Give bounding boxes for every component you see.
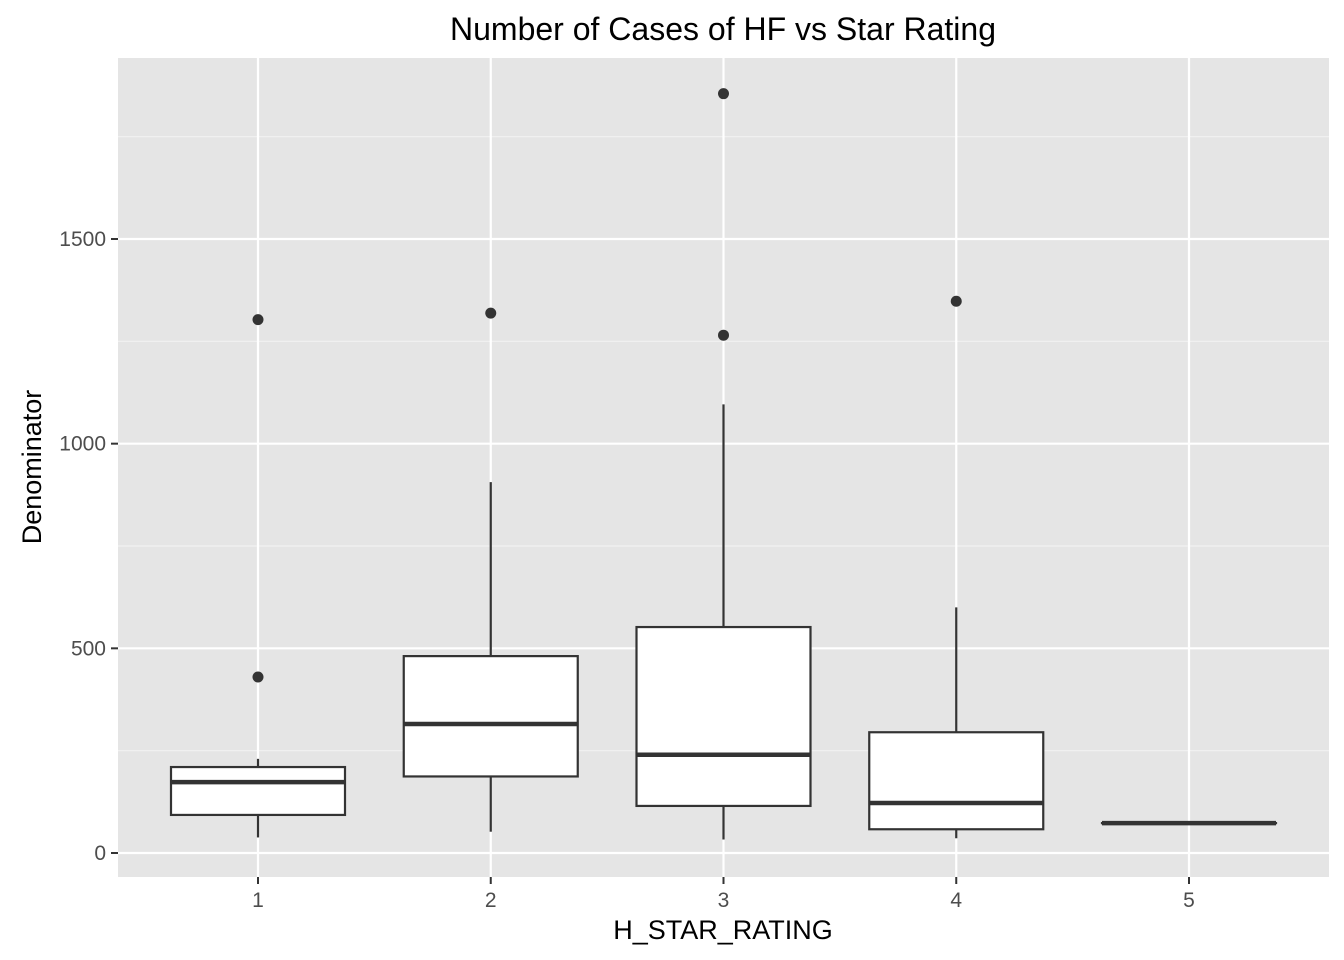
y-tick-label: 1000 <box>59 433 106 456</box>
y-tick-label: 500 <box>71 637 106 660</box>
x-tick-label: 3 <box>718 889 730 912</box>
x-tick-label: 5 <box>1183 889 1195 912</box>
x-tick-label: 1 <box>252 889 264 912</box>
outlier-point <box>252 314 264 326</box>
y-axis-title: Denominator <box>17 390 47 545</box>
box-iqr <box>169 765 347 817</box>
outlier-point <box>950 295 962 307</box>
chart-title: Number of Cases of HF vs Star Rating <box>450 11 996 47</box>
y-tick-label: 1500 <box>59 228 106 251</box>
x-axis-title: H_STAR_RATING <box>613 915 833 945</box>
x-tick-label: 2 <box>485 889 497 912</box>
box-iqr <box>868 731 1045 831</box>
box-iqr <box>635 625 812 808</box>
box-1 <box>169 314 347 838</box>
box-4 <box>868 295 1045 839</box>
outlier-point <box>252 671 264 683</box>
outlier-point <box>718 329 729 341</box>
y-tick-label: 0 <box>94 842 106 865</box>
box-2 <box>402 307 579 832</box>
box-iqr <box>402 655 579 778</box>
outlier-point <box>485 307 497 319</box>
outlier-point <box>718 88 729 100</box>
y-axis: 0 500 1000 1500 <box>59 228 118 865</box>
x-tick-label: 4 <box>950 889 962 912</box>
boxes <box>169 88 1278 840</box>
box-3 <box>635 88 812 840</box>
x-axis: 1 2 3 4 5 <box>252 877 1195 912</box>
